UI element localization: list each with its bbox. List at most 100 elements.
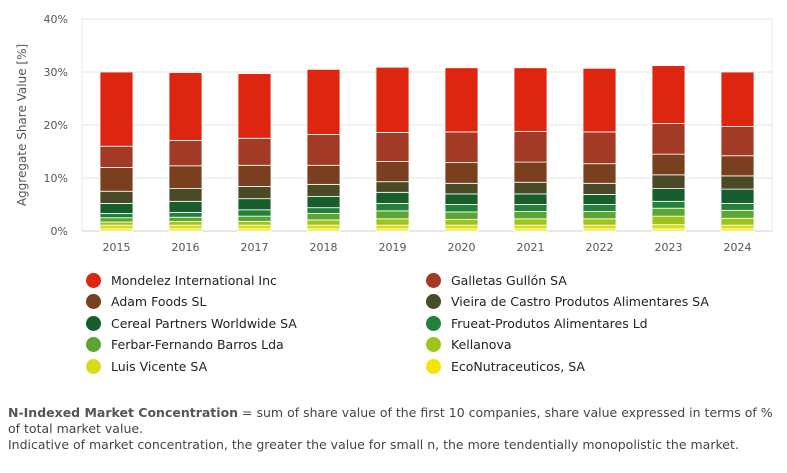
bar-segment[interactable] [444,218,479,226]
bar-segment[interactable] [582,163,617,184]
bar-segment[interactable] [513,193,548,205]
legend-item[interactable]: Cereal Partners Worldwide SA [86,315,426,332]
bar-segment[interactable] [720,188,755,204]
bar-segment[interactable] [168,72,203,141]
bar-segment[interactable] [237,73,272,139]
bar-segment[interactable] [651,153,686,176]
bar-segment[interactable] [444,224,479,230]
legend-item[interactable]: Ferbar-Fernando Barros Lda [86,337,426,354]
bar-segment[interactable] [582,224,617,230]
bar-segment[interactable] [375,181,410,193]
legend-item[interactable]: Vieira de Castro Produtos Alimentares SA [426,294,726,311]
bar-segment[interactable] [444,211,479,220]
bar-segment[interactable] [582,182,617,195]
bar-segment[interactable] [651,123,686,155]
bar-segment[interactable] [237,215,272,222]
bar-segment[interactable] [306,164,341,185]
bar-segment[interactable] [168,216,203,222]
bar-segment[interactable] [582,218,617,226]
bar-segment[interactable] [237,198,272,211]
bar-segment[interactable] [375,210,410,220]
bar-segment[interactable] [513,210,548,220]
bar-segment[interactable] [375,161,410,183]
bar-segment[interactable] [513,67,548,132]
bar-segment[interactable] [237,186,272,200]
bar-segment[interactable] [651,174,686,190]
bar-segment[interactable] [237,137,272,166]
bar-segment[interactable] [306,68,341,135]
legend-item[interactable]: Frueat-Produtos Alimentares Ld [426,315,726,332]
bar-segment[interactable] [168,200,203,213]
legend-item[interactable]: Mondelez International Inc [86,272,426,289]
bar-segment[interactable] [306,134,341,166]
bar-segment[interactable] [99,190,134,204]
bar-segment[interactable] [168,139,203,167]
bar-segment[interactable] [99,203,134,214]
bar-segment[interactable] [651,215,686,226]
bar-segment[interactable] [306,219,341,226]
legend-item[interactable]: Galletas Gullón SA [426,272,726,289]
bar-segment[interactable] [237,209,272,217]
bar-segment[interactable] [720,224,755,230]
bar-segment[interactable] [513,224,548,230]
bar-segment[interactable] [168,188,203,202]
bar-segment[interactable] [99,224,134,230]
bar-segment[interactable] [99,213,134,219]
bar-segment[interactable] [99,71,134,147]
bar-segment[interactable] [375,132,410,162]
bar-segment[interactable] [444,193,479,205]
legend-item[interactable]: Luis Vicente SA [86,358,426,375]
bar-segment[interactable] [582,67,617,133]
bar-segment[interactable] [306,224,341,230]
bar-segment[interactable] [582,204,617,212]
bar-segment[interactable] [720,126,755,157]
legend-item[interactable]: Kellanova [426,337,726,354]
bar-segment[interactable] [375,66,410,133]
bar-segment[interactable] [513,130,548,163]
bar-segment[interactable] [582,194,617,205]
bar-segment[interactable] [168,212,203,218]
bar-segment[interactable] [444,204,479,213]
bar-segment[interactable] [720,155,755,177]
legend-item[interactable]: Adam Foods SL [86,294,426,311]
bar-segment[interactable] [720,209,755,219]
bar-segment[interactable] [720,203,755,211]
bar-segment[interactable] [651,200,686,209]
bar-segment[interactable] [582,131,617,165]
bar-segment[interactable] [99,145,134,168]
bar-segment[interactable] [168,224,203,230]
bar-segment[interactable] [168,221,203,226]
bar-segment[interactable] [99,221,134,226]
bar-segment[interactable] [375,224,410,230]
bar-segment[interactable] [720,71,755,127]
bar-segment[interactable] [306,196,341,209]
bar-segment[interactable] [444,67,479,133]
bar-segment[interactable] [306,207,341,214]
bar-segment[interactable] [513,161,548,183]
bar-segment[interactable] [720,217,755,226]
bar-segment[interactable] [513,181,548,195]
bar-segment[interactable] [444,131,479,164]
bar-segment[interactable] [582,210,617,220]
bar-segment[interactable] [444,182,479,195]
bar-segment[interactable] [513,218,548,226]
legend-item[interactable]: EcoNutraceuticos, SA [426,358,726,375]
bar-segment[interactable] [306,183,341,197]
bar-segment[interactable] [720,175,755,190]
bar-segment[interactable] [99,166,134,192]
bar-segment[interactable] [237,221,272,226]
bar-segment[interactable] [168,165,203,189]
bar-segment[interactable] [99,217,134,223]
bar-segment[interactable] [375,191,410,204]
bar-segment[interactable] [306,213,341,221]
bar-segment[interactable] [375,218,410,226]
bar-segment[interactable] [237,224,272,230]
bar-segment[interactable] [513,204,548,212]
bar-segment[interactable] [651,224,686,230]
bar-segment[interactable] [651,207,686,217]
bar-segment[interactable] [651,188,686,202]
bar-segment[interactable] [375,203,410,212]
bar-segment[interactable] [444,162,479,184]
bar-segment[interactable] [237,164,272,187]
bar-segment[interactable] [651,65,686,124]
